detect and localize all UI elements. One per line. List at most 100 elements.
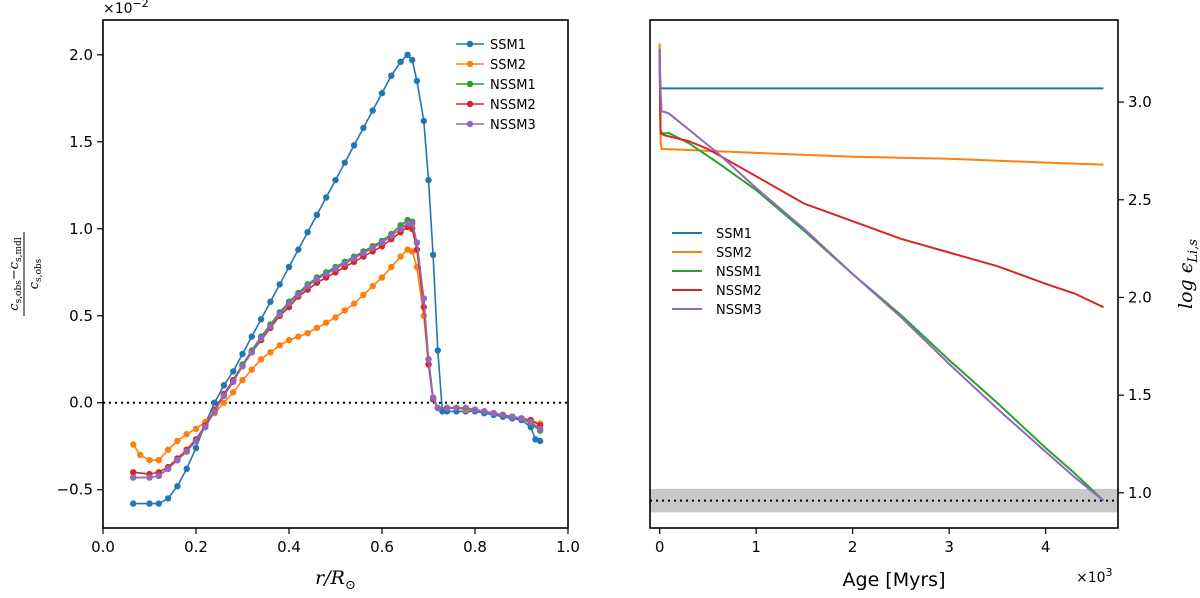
data-point-ssm1 [409, 56, 416, 64]
data-point-nssm3 [471, 406, 479, 413]
data-point-nssm3 [481, 408, 488, 415]
data-point-ssm1 [192, 444, 200, 452]
data-point-ssm1 [425, 176, 432, 184]
data-point-nssm3 [323, 270, 330, 278]
x-tick-label: 0.4 [277, 538, 301, 556]
data-point-nssm3 [388, 232, 395, 239]
y-tick-label: −0.5 [57, 481, 93, 499]
legend-label: SSM1 [716, 227, 752, 242]
data-point-ssm2 [285, 336, 293, 344]
x-axis-multiplier: ×103 [1076, 566, 1113, 586]
legend-label: NSSM2 [716, 284, 762, 299]
legend-item-nssm1: NSSM1 [456, 78, 536, 93]
legend-label: SSM2 [490, 58, 526, 73]
data-point-nssm3 [509, 413, 516, 420]
series-nssm2 [130, 223, 544, 478]
data-point-nssm3 [183, 448, 190, 455]
legend-label: NSSM1 [716, 265, 762, 280]
data-point-nssm3 [130, 474, 137, 481]
legend-marker [466, 120, 474, 128]
data-point-ssm2 [397, 253, 404, 260]
data-point-ssm2 [192, 425, 200, 432]
data-point-nssm3 [220, 392, 228, 399]
data-point-ssm1 [164, 495, 172, 502]
legend-item-nssm1: NSSM1 [672, 265, 762, 280]
data-point-nssm3 [425, 356, 432, 363]
data-point-nssm3 [341, 260, 348, 267]
data-point-nssm3 [146, 474, 153, 481]
series-line-ssm2 [658, 43, 1104, 166]
legend-item-ssm1: SSM1 [456, 38, 526, 53]
data-point-nssm3 [462, 404, 469, 412]
data-point-ssm2 [220, 399, 228, 406]
data-point-nssm3 [276, 310, 283, 318]
data-point-ssm1 [429, 251, 437, 259]
x-tick-label: 0.2 [184, 538, 208, 556]
data-point-nssm3 [443, 404, 451, 412]
data-point-ssm1 [130, 500, 137, 507]
legend-item-nssm3: NSSM3 [672, 303, 762, 318]
data-point-nssm3 [369, 244, 376, 252]
data-point-nssm3 [313, 276, 321, 283]
legend-label: NSSM3 [716, 303, 762, 318]
data-point-ssm1 [155, 500, 162, 507]
data-point-ssm2 [295, 333, 302, 340]
data-point-ssm1 [285, 263, 293, 271]
data-point-ssm2 [350, 300, 358, 307]
data-point-nssm3 [518, 415, 525, 422]
right-panel-lithium: 0 1 2 3 4 1.0 1.5 2.0 2.5 3.0 ×103 Age [Myrs] log ϵL… [649, 19, 1200, 591]
series-nssm3 [130, 220, 544, 481]
data-point-nssm3 [248, 349, 255, 356]
legend-item-nssm3: NSSM3 [456, 118, 536, 133]
series-ssm2 [130, 246, 544, 464]
data-point-ssm1 [257, 316, 265, 323]
y-tick-label: 1.0 [69, 220, 93, 238]
data-point-ssm1 [397, 58, 404, 65]
legend-marker [466, 100, 474, 108]
data-point-ssm2 [341, 307, 348, 314]
data-point-nssm3 [164, 465, 172, 472]
data-point-ssm1 [230, 368, 237, 375]
data-point-nssm3 [413, 239, 421, 246]
legend-item-ssm2: SSM2 [672, 246, 752, 261]
series-nssm1 [130, 216, 544, 481]
data-point-ssm1 [174, 483, 181, 490]
data-point-nssm3 [404, 220, 411, 227]
data-point-ssm1 [341, 159, 348, 166]
data-point-ssm1 [146, 500, 153, 507]
data-point-nssm3 [360, 249, 367, 257]
data-point-ssm1 [323, 194, 330, 201]
plot-frame [102, 19, 569, 529]
legend: SSM1 SSM2 NSSM1 NSSM2 NSSM3 [456, 38, 536, 133]
legend-label: SSM2 [716, 246, 752, 261]
x-tick-label: 0.8 [463, 538, 487, 556]
data-point-ssm2 [360, 291, 367, 299]
svg-text:cs,obs: cs,obs [27, 258, 44, 289]
data-point-ssm1 [332, 176, 339, 184]
data-point-ssm1 [420, 117, 427, 125]
data-point-ssm2 [332, 314, 339, 321]
data-point-nssm2 [130, 469, 137, 476]
data-point-nssm3 [202, 423, 209, 431]
legend-marker [466, 40, 474, 48]
data-point-nssm3 [230, 378, 237, 386]
data-point-ssm2 [174, 437, 181, 445]
data-point-nssm3 [536, 425, 544, 432]
data-point-ssm1 [183, 465, 190, 472]
data-point-ssm2 [388, 263, 395, 271]
data-point-ssm2 [239, 376, 246, 384]
y-tick-label: 0.0 [69, 394, 93, 412]
data-point-ssm1 [313, 211, 321, 218]
x-tick-label: 1.0 [556, 538, 580, 556]
data-point-ssm1 [369, 107, 376, 114]
data-point-ssm1 [439, 408, 446, 415]
plot-frame [649, 19, 1119, 529]
data-point-ssm1 [388, 72, 395, 79]
data-point-nssm3 [257, 335, 265, 342]
data-point-ssm2 [323, 319, 330, 326]
svg-text:cs,obs−cs,mdl: cs,obs−cs,mdl [7, 237, 24, 311]
data-point-ssm1 [239, 350, 246, 358]
series-line-nssm3 [658, 49, 1105, 502]
